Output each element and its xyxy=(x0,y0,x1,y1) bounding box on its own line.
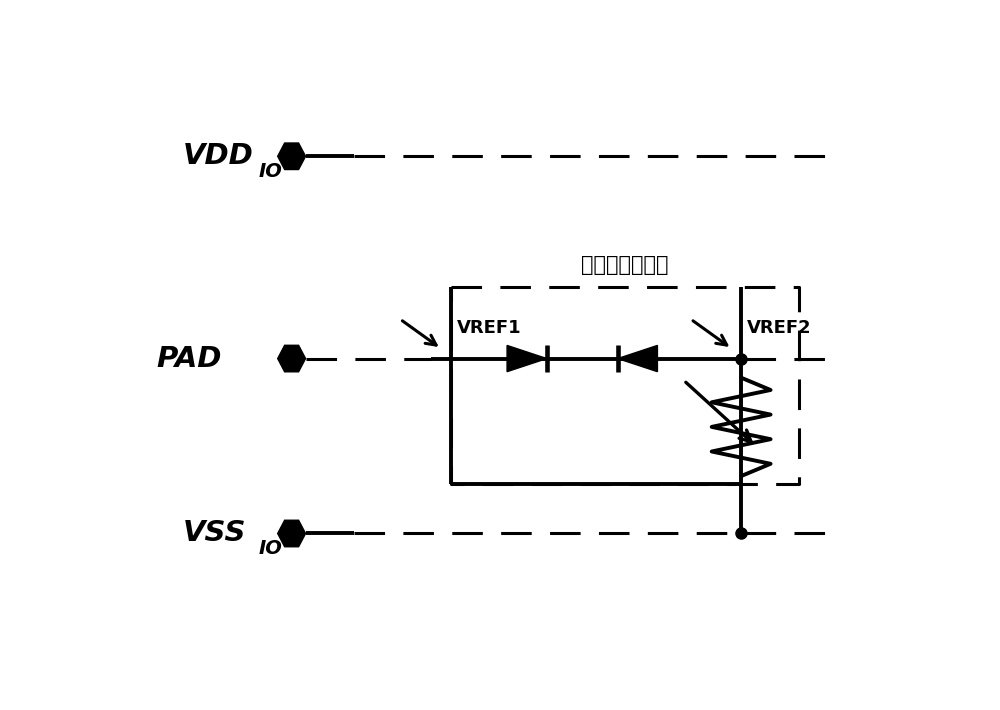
Text: IO: IO xyxy=(259,162,283,181)
Polygon shape xyxy=(507,346,547,371)
Polygon shape xyxy=(618,346,657,371)
Text: VDD: VDD xyxy=(183,142,254,170)
Polygon shape xyxy=(278,143,306,170)
Polygon shape xyxy=(278,345,306,372)
Text: PAD: PAD xyxy=(156,344,221,373)
Text: VREF2: VREF2 xyxy=(747,320,812,337)
Text: VREF1: VREF1 xyxy=(457,320,521,337)
Polygon shape xyxy=(278,520,306,547)
Text: IO: IO xyxy=(259,540,283,558)
Text: VSS: VSS xyxy=(183,520,247,547)
Text: 电压域转换电路: 电压域转换电路 xyxy=(581,256,669,275)
